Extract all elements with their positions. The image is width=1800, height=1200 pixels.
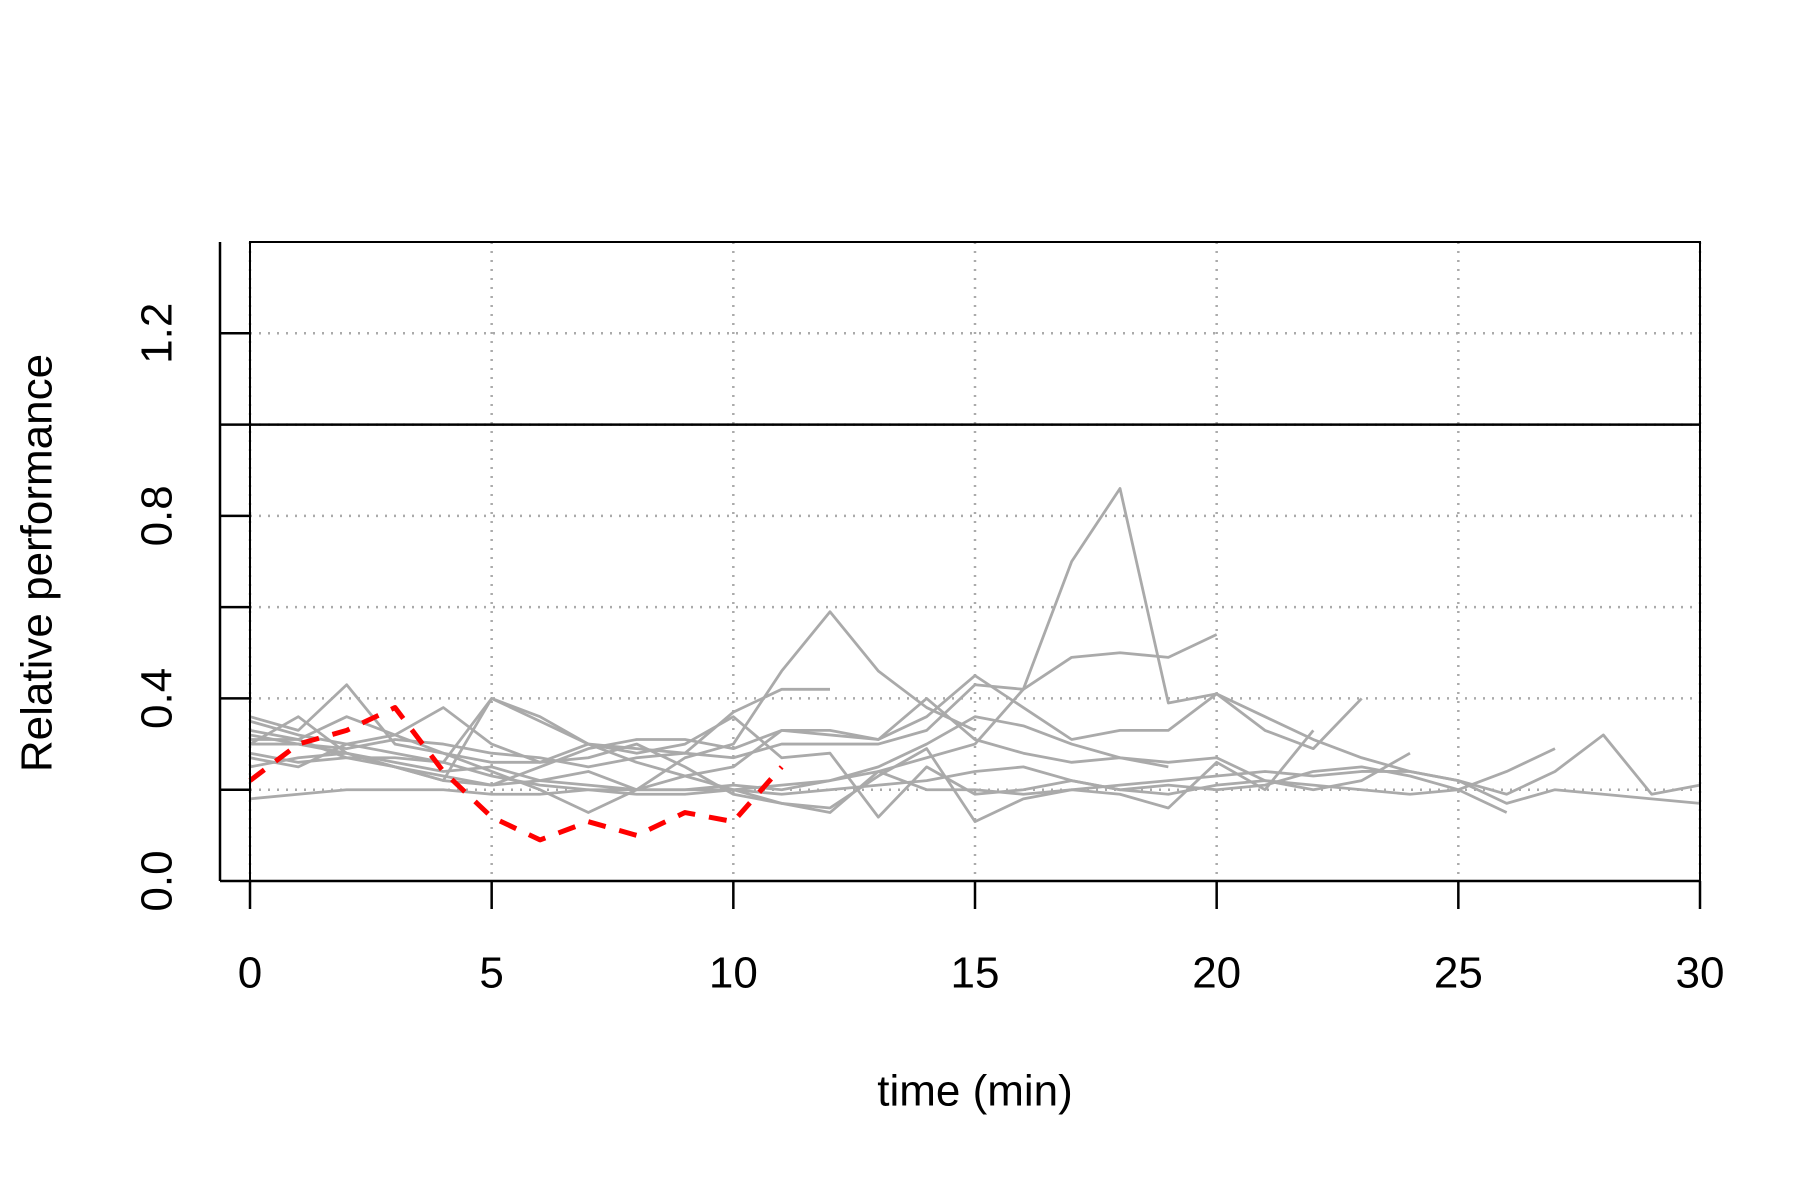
y-tick-label: 0.4 xyxy=(133,668,182,729)
series-line xyxy=(249,715,1411,796)
series-line xyxy=(249,747,1556,801)
series-line xyxy=(249,733,1701,814)
y-axis-label: Relative performance xyxy=(13,354,62,772)
dashed-series-line xyxy=(248,705,784,843)
series-line xyxy=(250,706,1315,824)
x-tick-label: 20 xyxy=(1192,949,1241,998)
series-line xyxy=(249,697,1508,819)
y-tick-label: 0.0 xyxy=(133,850,182,911)
x-axis-label: time (min) xyxy=(877,1067,1073,1116)
x-tick-label: 25 xyxy=(1434,949,1483,998)
x-tick-label: 10 xyxy=(709,949,758,998)
x-tick-label: 0 xyxy=(238,949,262,998)
plot-frame xyxy=(249,241,1701,882)
x-tick-label: 5 xyxy=(479,949,503,998)
x-tick-label: 15 xyxy=(951,949,1000,998)
y-tick-label: 1.2 xyxy=(133,303,182,364)
y-tick-label: 0.8 xyxy=(133,485,182,546)
x-tick-label: 30 xyxy=(1676,949,1725,998)
series-line xyxy=(249,610,976,792)
